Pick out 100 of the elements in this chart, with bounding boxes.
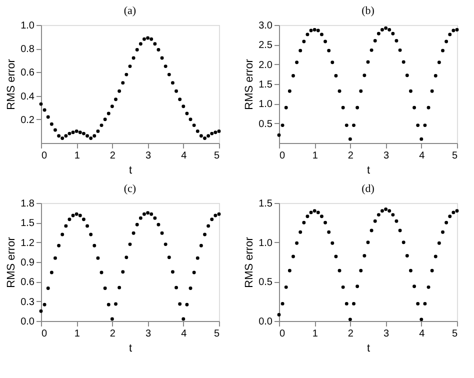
- point: [416, 124, 420, 128]
- point: [142, 212, 146, 216]
- point: [110, 104, 114, 108]
- y-tick-label: 0.5: [258, 118, 273, 130]
- point: [348, 137, 352, 141]
- point: [128, 242, 132, 246]
- point: [376, 213, 380, 217]
- point: [96, 256, 100, 260]
- point: [39, 102, 43, 106]
- x-tick-label: 1: [312, 328, 318, 340]
- y-tick-label: 0.5: [258, 277, 273, 288]
- point: [288, 268, 292, 272]
- point: [118, 286, 122, 290]
- point: [185, 302, 189, 306]
- point: [217, 212, 221, 216]
- point: [338, 89, 342, 93]
- point: [341, 106, 345, 110]
- point: [344, 302, 348, 306]
- point: [455, 28, 459, 32]
- point: [114, 98, 118, 102]
- point: [64, 134, 68, 138]
- point: [402, 240, 406, 244]
- point: [408, 89, 412, 93]
- x-tick-label: 5: [452, 328, 458, 340]
- point: [100, 270, 104, 274]
- y-tick-label: 0.6: [20, 68, 35, 79]
- point: [370, 48, 374, 52]
- x-tick-label: 0: [42, 150, 48, 162]
- point: [160, 56, 164, 60]
- point: [132, 231, 136, 235]
- point: [170, 81, 174, 85]
- chart-title: (d): [362, 183, 375, 195]
- point: [60, 136, 64, 140]
- point: [298, 230, 302, 234]
- point: [405, 74, 409, 78]
- y-tick-label: 0.3: [20, 296, 35, 308]
- point: [348, 318, 352, 322]
- point: [452, 28, 456, 32]
- point: [312, 209, 316, 213]
- point: [150, 212, 154, 216]
- y-axis-title: RMS error: [244, 236, 256, 288]
- chart-title: (b): [362, 5, 375, 17]
- point: [132, 56, 136, 60]
- point: [46, 115, 50, 119]
- point: [441, 230, 444, 234]
- x-tick-label: 4: [181, 328, 188, 340]
- point: [182, 317, 186, 321]
- point: [430, 268, 434, 272]
- point: [330, 60, 334, 64]
- y-tick-label: 1.5: [20, 218, 35, 230]
- point: [412, 284, 416, 288]
- point: [380, 209, 384, 213]
- point: [408, 268, 412, 272]
- point: [54, 128, 57, 132]
- point: [78, 214, 82, 218]
- y-tick-label: 1.0: [258, 238, 273, 249]
- point: [455, 209, 459, 213]
- point: [320, 214, 324, 218]
- point: [42, 108, 46, 112]
- point: [78, 130, 82, 134]
- point: [50, 122, 54, 126]
- point: [103, 286, 107, 290]
- point: [391, 32, 395, 36]
- point: [92, 244, 96, 248]
- point: [338, 268, 342, 272]
- point: [434, 254, 438, 258]
- point: [388, 28, 392, 32]
- x-axis-title: t: [366, 164, 370, 176]
- point: [100, 124, 104, 128]
- point: [352, 124, 356, 128]
- point: [373, 219, 377, 223]
- point: [206, 224, 210, 228]
- point: [306, 32, 310, 36]
- x-tick-label: 3: [146, 328, 152, 340]
- x-tick-label: 0: [42, 328, 48, 340]
- point: [71, 130, 75, 134]
- point: [156, 222, 160, 226]
- point: [106, 302, 110, 306]
- point: [344, 124, 348, 128]
- point: [156, 48, 160, 52]
- point: [423, 124, 427, 128]
- point: [288, 89, 292, 93]
- point: [312, 28, 316, 32]
- point: [86, 224, 90, 228]
- point: [394, 219, 398, 223]
- y-axis-title: RMS error: [6, 58, 18, 110]
- point: [68, 132, 72, 136]
- point: [416, 302, 420, 306]
- point: [96, 129, 100, 133]
- x-tick-label: 1: [74, 150, 80, 162]
- point: [394, 39, 398, 42]
- point: [199, 244, 203, 248]
- point: [146, 211, 150, 215]
- point: [128, 64, 132, 68]
- point: [398, 48, 402, 52]
- y-tick-label: 1.2: [20, 238, 35, 249]
- point: [412, 106, 416, 110]
- y-tick-label: 1.5: [258, 198, 273, 210]
- point: [142, 37, 146, 41]
- point: [39, 309, 43, 313]
